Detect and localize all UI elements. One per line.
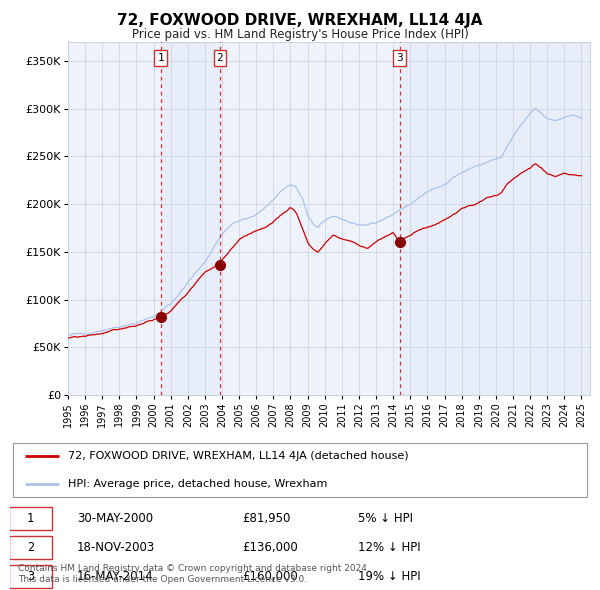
Text: £160,000: £160,000 — [242, 570, 298, 583]
Text: 2: 2 — [27, 541, 34, 554]
Text: 30-MAY-2000: 30-MAY-2000 — [77, 512, 153, 525]
FancyBboxPatch shape — [9, 565, 52, 588]
Text: This data is licensed under the Open Government Licence v3.0.: This data is licensed under the Open Gov… — [18, 575, 307, 584]
FancyBboxPatch shape — [9, 507, 52, 530]
Text: 3: 3 — [396, 53, 403, 63]
Text: 5% ↓ HPI: 5% ↓ HPI — [358, 512, 413, 525]
Text: 1: 1 — [157, 53, 164, 63]
FancyBboxPatch shape — [9, 536, 52, 559]
Text: Price paid vs. HM Land Registry's House Price Index (HPI): Price paid vs. HM Land Registry's House … — [131, 28, 469, 41]
Text: HPI: Average price, detached house, Wrexham: HPI: Average price, detached house, Wrex… — [68, 479, 328, 489]
Text: 1: 1 — [27, 512, 34, 525]
Text: 3: 3 — [27, 570, 34, 583]
Text: 72, FOXWOOD DRIVE, WREXHAM, LL14 4JA: 72, FOXWOOD DRIVE, WREXHAM, LL14 4JA — [117, 13, 483, 28]
Bar — [161, 42, 220, 395]
Text: £136,000: £136,000 — [242, 541, 298, 554]
Text: 72, FOXWOOD DRIVE, WREXHAM, LL14 4JA (detached house): 72, FOXWOOD DRIVE, WREXHAM, LL14 4JA (de… — [68, 451, 409, 461]
Bar — [400, 42, 590, 395]
Text: 18-NOV-2003: 18-NOV-2003 — [77, 541, 155, 554]
Text: £81,950: £81,950 — [242, 512, 290, 525]
Text: 16-MAY-2014: 16-MAY-2014 — [77, 570, 154, 583]
Text: 2: 2 — [217, 53, 223, 63]
Text: 19% ↓ HPI: 19% ↓ HPI — [358, 570, 421, 583]
Text: Contains HM Land Registry data © Crown copyright and database right 2024.: Contains HM Land Registry data © Crown c… — [18, 565, 370, 573]
Text: 12% ↓ HPI: 12% ↓ HPI — [358, 541, 421, 554]
